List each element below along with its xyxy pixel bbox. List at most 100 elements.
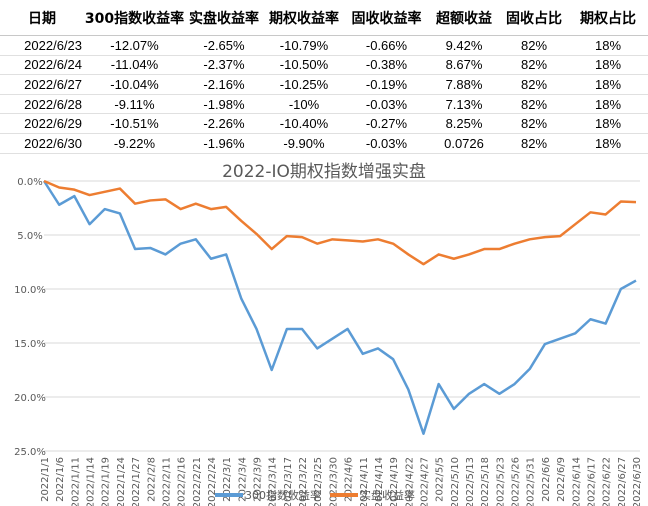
table-cell: -2.65%	[185, 35, 263, 56]
table-row: 2022/6/28 -9.11% -1.98% -10% -0.03% 7.13% 82% 1…	[0, 94, 648, 115]
x-tick-label: 2022/5/31	[526, 457, 537, 506]
table-cell: 82%	[500, 55, 568, 76]
x-tick-label: 2022/5/18	[480, 457, 491, 506]
table-row: 2022/6/24 -11.04% -2.37% -10.50% -0.38% 8.67%…	[0, 55, 648, 76]
table-cell: -0.66%	[345, 35, 428, 56]
table-row: 2022/6/23 -12.07% -2.65% -10.79% -0.66% 9.42%…	[0, 35, 648, 56]
table-cell: -2.26%	[185, 113, 263, 134]
x-tick-label: 2022/6/27	[617, 457, 628, 506]
x-tick-label: 2022/1/27	[131, 457, 142, 506]
x-tick-label: 2022/6/17	[586, 457, 597, 506]
table-cell: -12.07%	[84, 35, 185, 56]
x-tick-label: 2022/6/6	[541, 457, 552, 502]
table-cell: -9.11%	[84, 94, 185, 115]
legend-label: 300指数收益率	[245, 488, 321, 502]
table-cell: 7.88%	[428, 74, 500, 95]
x-tick-label: 2022/2/11	[161, 457, 172, 506]
column-header: 实盘收益率	[185, 0, 263, 36]
x-tick-label: 2022/1/6	[55, 457, 66, 502]
table-cell: 18%	[568, 133, 648, 154]
table-cell: -0.03%	[345, 133, 428, 154]
x-tick-label: 2022/4/27	[419, 457, 430, 506]
table-cell: -2.16%	[185, 74, 263, 95]
x-tick-label: 2022/1/24	[116, 457, 127, 506]
table-cell: -10.79%	[263, 35, 345, 56]
y-tick-label: 15.0%	[14, 339, 46, 350]
y-tick-label: 25.0%	[14, 447, 46, 458]
x-tick-label: 2022/1/11	[70, 457, 81, 506]
x-tick-label: 2022/3/17	[283, 457, 294, 506]
x-tick-label: 2022/3/1	[222, 457, 233, 502]
table-cell: 0.0726	[428, 133, 500, 154]
column-header: 300指数收益率	[84, 0, 185, 36]
x-tick-label: 2022/1/14	[86, 457, 97, 506]
table-cell: 9.42%	[428, 35, 500, 56]
x-tick-label: 2022/3/30	[328, 457, 339, 506]
table-cell: 2022/6/29	[0, 113, 84, 134]
x-tick-label: 2022/1/1	[40, 457, 51, 502]
x-tick-label: 2022/1/19	[101, 457, 112, 506]
table-cell: -10.25%	[263, 74, 345, 95]
x-tick-label: 2022/5/13	[465, 457, 476, 506]
x-tick-label: 2022/6/9	[556, 457, 567, 502]
table-cell: 8.67%	[428, 55, 500, 76]
table-cell: -1.98%	[185, 94, 263, 115]
column-header: 超额收益	[428, 0, 500, 36]
table-row: 2022/6/30 -9.22% -1.96% -9.90% -0.03% 0.0726 8…	[0, 133, 648, 154]
table-row: 2022/6/29 -10.51% -2.26% -10.40% -0.27% 8.25%…	[0, 113, 648, 134]
table-cell: 2022/6/30	[0, 133, 84, 154]
x-tick-label: 2022/3/22	[298, 457, 309, 506]
x-tick-label: 2022/5/26	[511, 457, 522, 506]
table-row: 2022/6/27 -10.04% -2.16% -10.25% -0.19% 7.88%…	[0, 74, 648, 95]
y-tick-label: 20.0%	[14, 393, 46, 404]
table-cell: 82%	[500, 113, 568, 134]
x-tick-label: 2022/4/19	[389, 457, 400, 506]
table-cell: 18%	[568, 113, 648, 134]
x-tick-label: 2022/6/22	[602, 457, 613, 506]
y-tick-label: 0.0%	[17, 177, 42, 188]
x-tick-label: 2022/4/22	[404, 457, 415, 506]
table-cell: -0.19%	[345, 74, 428, 95]
table-cell: 82%	[500, 35, 568, 56]
line-chart: 2022-IO期权指数增强实盘 0.0% 5.0% 10.0% 15.0% 20.0% 25…	[14, 162, 643, 506]
column-header: 日期	[0, 0, 84, 36]
column-header: 固收收益率	[345, 0, 428, 36]
table-cell: -0.03%	[345, 94, 428, 115]
table-cell: -0.38%	[345, 55, 428, 76]
x-tick-label: 2022/2/8	[146, 457, 157, 502]
table-cell: -0.27%	[345, 113, 428, 134]
series-line-0	[42, 180, 637, 435]
returns-table: 日期 300指数收益率 实盘收益率 期权收益率 固收收益率 超额收益 固收占比 期权占比 20…	[0, 0, 648, 154]
table-cell: -10.51%	[84, 113, 185, 134]
table-cell: 82%	[500, 74, 568, 95]
table-cell: 7.13%	[428, 94, 500, 115]
table-cell: 82%	[500, 94, 568, 115]
series-line-1	[43, 179, 637, 266]
x-tick-label: 2022/4/14	[374, 457, 385, 506]
table-cell: -10.40%	[263, 113, 345, 134]
x-tick-label: 2022/2/16	[177, 457, 188, 506]
legend-label: 实盘收益率	[360, 488, 415, 502]
x-tick-label: 2022/6/14	[571, 457, 582, 506]
x-tick-label: 2022/2/21	[192, 457, 203, 506]
table-cell: -9.22%	[84, 133, 185, 154]
table-cell: -9.90%	[263, 133, 345, 154]
y-tick-label: 10.0%	[14, 285, 46, 296]
column-header: 期权占比	[568, 0, 648, 36]
x-tick-label: 2022/5/23	[495, 457, 506, 506]
x-tick-label: 2022/4/6	[344, 457, 355, 502]
x-tick-label: 2022/3/9	[253, 457, 264, 502]
table-cell: 18%	[568, 74, 648, 95]
column-header: 固收占比	[500, 0, 568, 36]
table-cell: 82%	[500, 133, 568, 154]
table-cell: 18%	[568, 35, 648, 56]
table-cell: -10%	[263, 94, 345, 115]
table-cell: 2022/6/28	[0, 94, 84, 115]
table-cell: 2022/6/27	[0, 74, 84, 95]
x-tick-label: 2022/4/11	[359, 457, 370, 506]
table-cell: 18%	[568, 94, 648, 115]
x-tick-label: 2022/2/24	[207, 457, 218, 506]
x-tick-label: 2022/3/4	[237, 457, 248, 502]
table-cell: -11.04%	[84, 55, 185, 76]
column-header: 期权收益率	[263, 0, 345, 36]
